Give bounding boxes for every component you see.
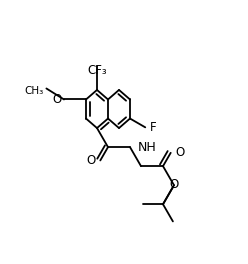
Text: CF₃: CF₃	[87, 64, 107, 77]
Text: O: O	[169, 178, 179, 191]
Text: F: F	[150, 121, 157, 134]
Text: O: O	[176, 146, 185, 159]
Text: NH: NH	[138, 141, 157, 154]
Text: O: O	[86, 154, 95, 167]
Text: O: O	[53, 93, 62, 106]
Text: CH₃: CH₃	[24, 87, 43, 96]
